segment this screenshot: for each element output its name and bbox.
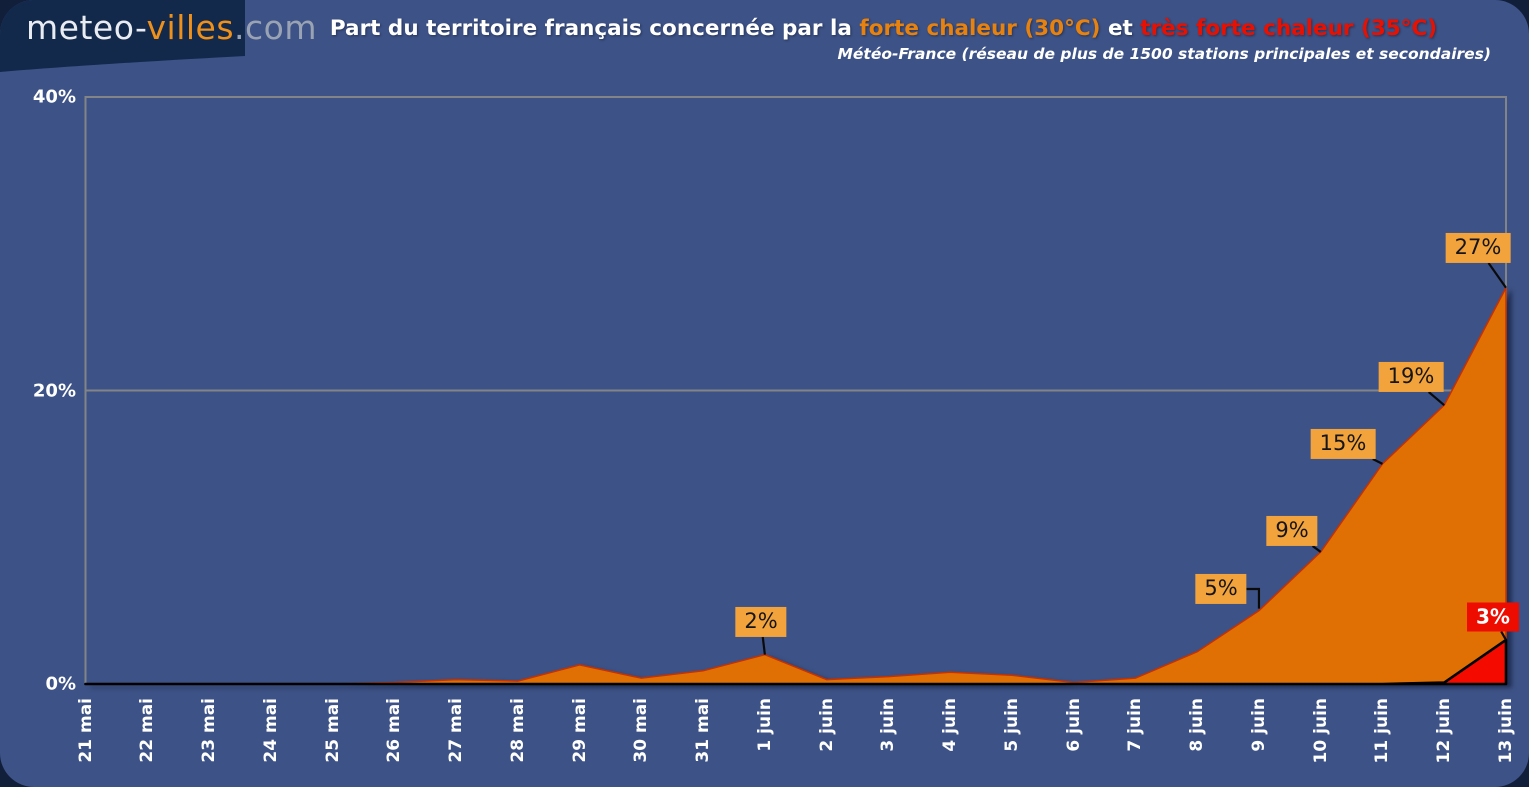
x-tick-label: 9 juin: [1248, 698, 1269, 752]
title-very-strong-heat: très forte chaleur (35°C): [1140, 16, 1438, 41]
x-tick-label: 3 juin: [878, 698, 899, 752]
data-label-19pct: 19%: [1378, 361, 1444, 393]
x-tick-label: 8 juin: [1187, 698, 1208, 752]
very-strong-heat-area: [84, 638, 1508, 686]
x-tick-label: 6 juin: [1063, 698, 1084, 752]
x-tick-label: 4 juin: [940, 698, 961, 752]
x-tick-label: 1 juin: [754, 698, 775, 752]
logo-meteo: meteo-: [26, 7, 147, 47]
x-tick-label: 24 mai: [260, 698, 281, 763]
x-tick-label: 26 mai: [384, 698, 405, 763]
y-tick-label: 40%: [32, 86, 76, 108]
title-strong-heat: forte chaleur (30°C): [859, 16, 1101, 41]
data-label-3pct: 3%: [1467, 602, 1519, 632]
strong-heat-area: [85, 287, 1507, 685]
x-tick-label: 25 mai: [322, 698, 343, 763]
callout-line: [1500, 630, 1507, 641]
x-tick-label: 13 juin: [1496, 698, 1516, 764]
title-connector: et: [1100, 16, 1141, 41]
logo-com: .com: [234, 7, 318, 47]
data-label-15pct: 15%: [1310, 428, 1376, 460]
x-tick-label: 30 mai: [631, 698, 652, 763]
logo-swoosh-shape: [0, 54, 245, 72]
data-label-5pct: 5%: [1195, 573, 1247, 605]
data-label-2pct: 2%: [735, 606, 787, 638]
chart-header: Part du territoire français concernée pa…: [250, 16, 1517, 63]
logo-villes: villes: [146, 7, 235, 47]
title-main: Part du territoire français concernée pa…: [329, 16, 860, 41]
x-tick-label: 27 mai: [446, 698, 467, 763]
chart-title: Part du territoire français concernée pa…: [250, 16, 1517, 43]
x-tick-label: 12 juin: [1434, 698, 1455, 764]
x-tick-label: 11 juin: [1372, 698, 1393, 764]
x-tick-label: 2 juin: [816, 698, 837, 752]
y-tick-label: 0%: [45, 673, 76, 695]
x-tick-label: 22 mai: [137, 698, 158, 763]
site-logo: meteo-villes.com: [0, 0, 317, 72]
callout-line: [761, 636, 766, 655]
data-label-9pct: 9%: [1266, 515, 1318, 547]
x-tick-label: 5 juin: [1001, 698, 1022, 752]
data-label-27pct: 27%: [1445, 232, 1511, 264]
callout-line: [1427, 391, 1445, 407]
x-tick-label: 23 mai: [199, 698, 220, 763]
callout-line: [1487, 262, 1507, 289]
x-tick-label: 7 juin: [1125, 698, 1146, 752]
x-tick-label: 29 mai: [569, 698, 590, 763]
callout-line: [1246, 587, 1261, 609]
x-tick-label: 31 mai: [693, 698, 714, 763]
x-tick-label: 10 juin: [1310, 698, 1331, 764]
callout-line: [1311, 545, 1322, 553]
y-tick-label: 20%: [32, 380, 76, 401]
logo-text: meteo-villes.com: [26, 8, 317, 47]
logo-box: meteo-villes.com: [0, 0, 317, 54]
chart-subtitle: Météo-France (réseau de plus de 1500 sta…: [837, 44, 1491, 63]
x-tick-label: 21 mai: [75, 698, 96, 763]
callout-line: [1372, 458, 1383, 465]
x-tick-label: 28 mai: [507, 698, 528, 763]
